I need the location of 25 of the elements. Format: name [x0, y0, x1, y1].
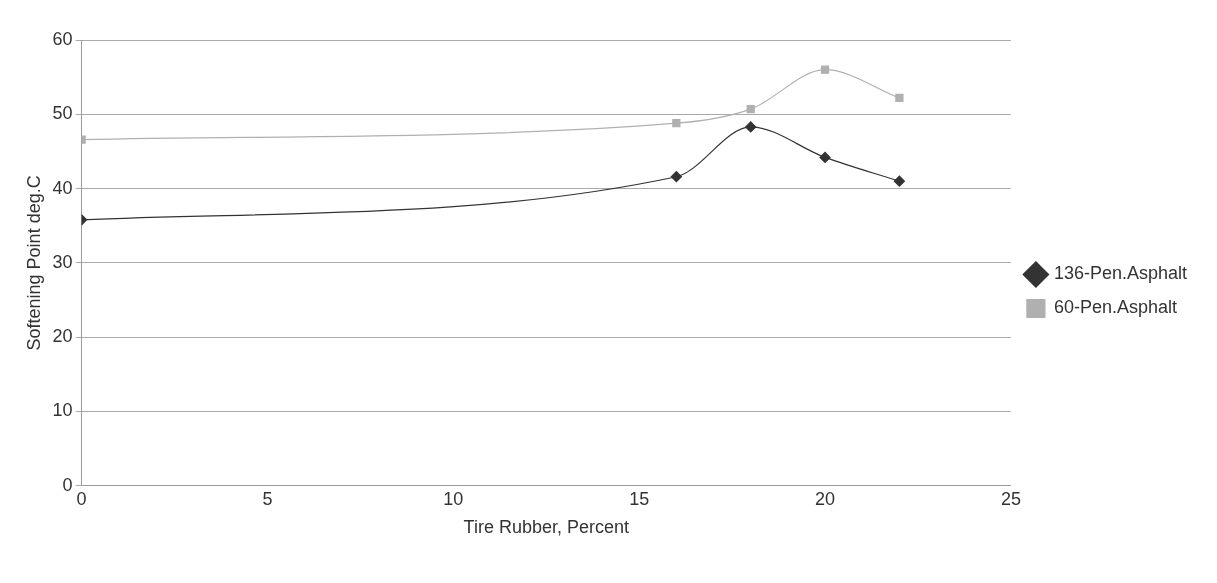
legend-label: 136-Pen.Asphalt [1053, 263, 1187, 284]
legend-label: 60-Pen.Asphalt [1053, 297, 1177, 318]
y-tick-label: 20 [52, 326, 73, 347]
y-axis-title: Softening Point deg.C [23, 175, 44, 351]
y-tick-label: 10 [52, 400, 73, 421]
y-tick-label: 0 [62, 474, 73, 495]
point [672, 119, 681, 128]
point [670, 171, 682, 183]
x-tick-label: 20 [815, 488, 836, 509]
y-tick-label: 50 [52, 103, 73, 124]
point [820, 65, 830, 74]
point [893, 175, 905, 187]
y-tick-label: 60 [52, 28, 73, 49]
point [745, 121, 757, 133]
x-tick-label: 0 [76, 488, 87, 509]
point [746, 104, 755, 114]
x-axis-title: Tire Rubber, Percent [463, 517, 629, 538]
x-tick-label: 5 [262, 488, 273, 509]
x-tick-label: 25 [1000, 488, 1021, 509]
point [895, 93, 904, 103]
x-tick-label: 15 [629, 488, 650, 509]
y-tick-label: 30 [52, 251, 73, 272]
y-tick-label: 40 [52, 177, 73, 198]
x-tick-label: 10 [443, 488, 464, 509]
point [819, 151, 831, 163]
